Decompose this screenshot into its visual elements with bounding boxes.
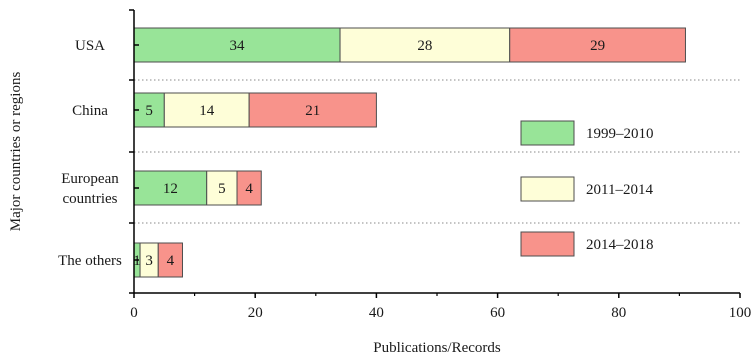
bar-value-label: 5 xyxy=(218,181,226,197)
axes: 0 20 40 60 80 100 xyxy=(129,9,752,321)
bar-value-label: 1 xyxy=(133,253,141,269)
x-tick-label: 20 xyxy=(248,305,263,321)
bar-value-label: 4 xyxy=(167,253,175,269)
x-tick-label: 0 xyxy=(130,305,138,321)
bar-segment xyxy=(206,170,238,206)
legend-label: 2014–2018 xyxy=(586,237,654,253)
legend-swatch xyxy=(520,120,575,146)
legend-swatch xyxy=(520,231,575,257)
bar-value-label: 21 xyxy=(305,103,320,119)
bar-segment xyxy=(157,242,183,278)
legend-label: 2011–2014 xyxy=(586,182,653,198)
x-tick-label: 40 xyxy=(369,305,384,321)
x-tick-label: 60 xyxy=(490,305,505,321)
bar-segments xyxy=(133,27,686,278)
category-labels: USA China European countries The others xyxy=(58,38,122,269)
category-label: The others xyxy=(58,253,122,269)
bar-value-label: 12 xyxy=(163,181,178,197)
y-axis-title: Major countries or regions xyxy=(8,72,24,232)
x-tick-label: 80 xyxy=(611,305,626,321)
bar-value-label: 29 xyxy=(590,38,605,54)
bar-segment xyxy=(509,27,686,63)
bar-value-label: 14 xyxy=(199,103,215,119)
bar-value-label: 4 xyxy=(245,181,253,197)
bar-segment xyxy=(248,92,377,128)
category-separators xyxy=(134,79,740,224)
legend: 1999–2010 2011–2014 2014–2018 xyxy=(520,120,654,257)
x-axis-title: Publications/Records xyxy=(373,340,501,356)
bar-value-label: 28 xyxy=(417,38,432,54)
category-label: European xyxy=(61,171,119,187)
bar-value-label: 34 xyxy=(230,38,246,54)
bar-value-label: 5 xyxy=(145,103,153,119)
bar-segment xyxy=(339,27,511,63)
x-tick-label: 100 xyxy=(729,305,752,321)
legend-swatch xyxy=(520,176,575,202)
category-label: USA xyxy=(75,38,105,54)
bar-segment xyxy=(236,170,262,206)
category-label: China xyxy=(72,103,108,119)
bar-value-label: 3 xyxy=(145,253,153,269)
bar-segment xyxy=(133,170,208,206)
legend-label: 1999–2010 xyxy=(586,126,654,142)
category-label: countries xyxy=(63,191,118,207)
